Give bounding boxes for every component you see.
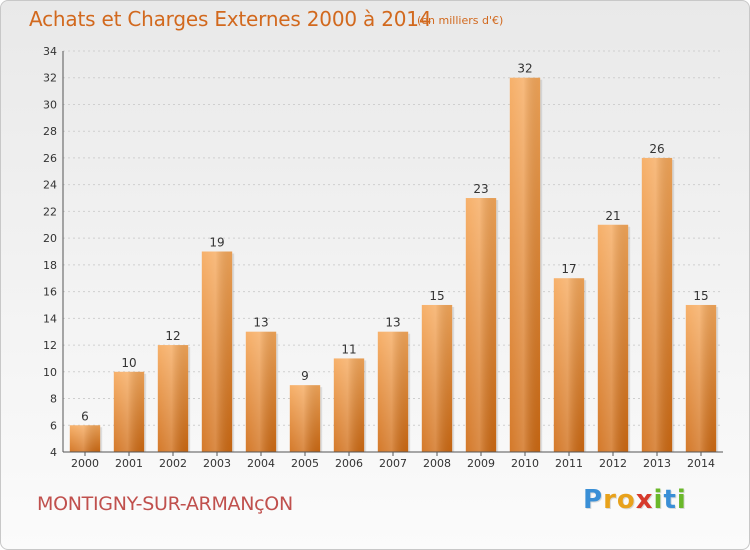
- bar-highlight: [421, 304, 453, 452]
- bar-highlight: [289, 385, 321, 452]
- bar-highlight: [245, 331, 277, 452]
- bar-highlight: [333, 358, 365, 452]
- bar-highlight: [465, 198, 497, 452]
- x-tick-label: 2009: [467, 457, 495, 470]
- bar-highlight: [509, 77, 541, 452]
- chart-title: Achats et Charges Externes 2000 à 2014: [29, 7, 432, 31]
- bar-value-label: 13: [253, 316, 268, 330]
- y-tick-label: 34: [43, 45, 57, 58]
- y-tick-label: 16: [43, 286, 57, 299]
- y-tick-label: 18: [43, 259, 57, 272]
- y-tick-label: 30: [43, 98, 57, 111]
- bar-value-label: 9: [301, 369, 309, 383]
- y-tick-label: 10: [43, 366, 57, 379]
- bar-value-label: 32: [517, 62, 532, 76]
- y-tick-label: 12: [43, 339, 57, 352]
- bar-value-label: 17: [561, 262, 576, 276]
- y-tick-label: 32: [43, 72, 57, 85]
- bar-value-label: 21: [605, 209, 620, 223]
- x-tick-label: 2002: [159, 457, 187, 470]
- y-tick-label: 26: [43, 152, 57, 165]
- bar-highlight: [113, 371, 145, 452]
- y-tick-label: 24: [43, 179, 57, 192]
- bar-highlight: [157, 345, 189, 452]
- bar-highlight: [597, 224, 629, 452]
- y-tick-label: 22: [43, 205, 57, 218]
- x-tick-label: 2005: [291, 457, 319, 470]
- bar-value-label: 6: [81, 409, 89, 423]
- bar-value-label: 23: [473, 182, 488, 196]
- bar-highlight: [201, 251, 233, 452]
- y-tick-label: 6: [50, 419, 57, 432]
- y-tick-label: 14: [43, 312, 57, 325]
- brand-logo: Proxiti: [583, 485, 687, 515]
- x-tick-label: 2014: [687, 457, 715, 470]
- chart-subtitle: (en milliers d'€): [417, 14, 504, 27]
- bar-highlight: [69, 425, 101, 452]
- bar-highlight: [377, 331, 409, 452]
- bar-value-label: 19: [209, 236, 224, 250]
- y-tick-label: 20: [43, 232, 57, 245]
- y-axis: 4 6 8 10 12 14 16 18 20 22 24 26 28 30 32 34: [43, 45, 64, 459]
- bars: 6 10 12 19 13 9 11 13 15 23 32 17 21 26 15: [69, 62, 719, 452]
- x-tick-label: 2010: [511, 457, 539, 470]
- x-tick-label: 2013: [643, 457, 671, 470]
- bar-value-label: 11: [341, 342, 356, 356]
- x-axis: 2000 2001 2002 2003 2004 2005 2006 2007 2008 2009…: [63, 451, 723, 470]
- x-tick-label: 2000: [71, 457, 99, 470]
- x-tick-label: 2003: [203, 457, 231, 470]
- bar-value-label: 12: [165, 329, 180, 343]
- x-tick-label: 2007: [379, 457, 407, 470]
- bar-value-label: 13: [385, 316, 400, 330]
- x-tick-label: 2006: [335, 457, 363, 470]
- bar-value-label: 15: [693, 289, 708, 303]
- x-tick-label: 2012: [599, 457, 627, 470]
- y-tick-label: 4: [50, 446, 57, 459]
- commune-name: MONTIGNY-SUR-ARMANçON: [37, 493, 293, 515]
- y-tick-label: 28: [43, 125, 57, 138]
- x-tick-label: 2001: [115, 457, 143, 470]
- bar-highlight: [685, 304, 717, 452]
- bar-value-label: 15: [429, 289, 444, 303]
- bar-highlight: [641, 157, 673, 452]
- x-tick-label: 2004: [247, 457, 275, 470]
- bar-value-label: 26: [649, 142, 664, 156]
- x-tick-label: 2008: [423, 457, 451, 470]
- bar-highlight: [553, 278, 585, 452]
- y-tick-label: 8: [50, 393, 57, 406]
- bar-value-label: 10: [121, 356, 136, 370]
- x-tick-label: 2011: [555, 457, 583, 470]
